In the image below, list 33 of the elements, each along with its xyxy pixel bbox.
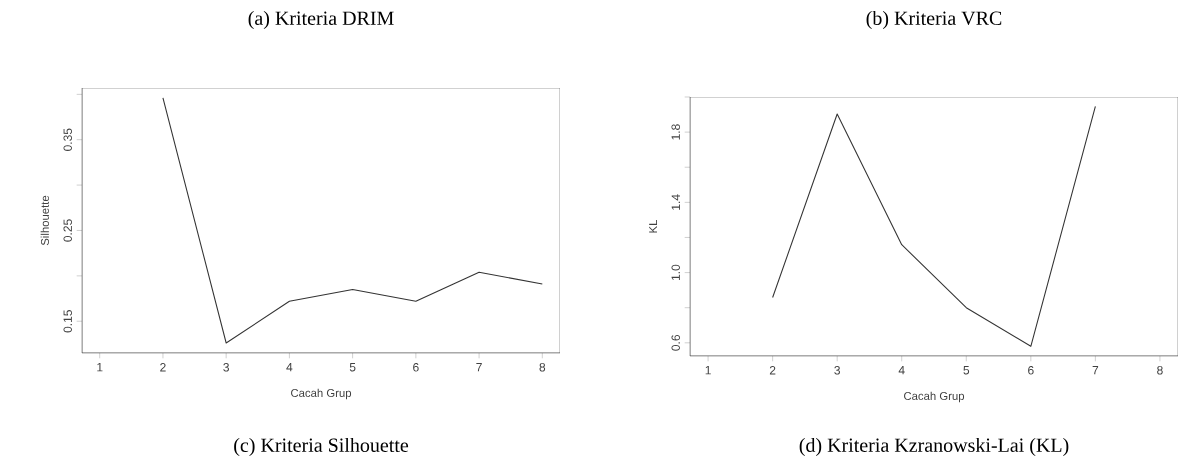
x-tick-label: 2 [160,363,166,372]
x-tick-label: 5 [349,363,356,372]
y-tick-label: 0.15 [63,310,72,333]
line-series [772,105,1096,347]
x-tick-label: 4 [286,363,293,372]
x-tick-label: 2 [769,366,776,375]
text: (d) Kriteria Kzranowski-Lai (KL) [799,437,1069,457]
y-axis-title: Silhouette [40,195,49,246]
y-tick-label: 1.8 [671,124,680,140]
x-tick-label: 5 [963,366,970,375]
y-tick-label: 0.25 [63,219,72,242]
x-tick-label: 3 [223,363,229,372]
text: (c) Kriteria Silhouette [234,437,409,457]
x-axis-title: Cacah Grup [291,388,352,400]
y-tick-label: 0.35 [63,128,72,151]
x-tick-label: 8 [539,363,546,372]
text: (b) Kriteria VRC [866,10,1002,30]
x-axis-title: Cacah Grup [904,391,965,403]
x-tick-label: 8 [1157,366,1163,375]
text: (a) Kriteria DRIM [248,10,394,30]
y-axis-title: KL [649,219,657,233]
x-tick-label: 6 [413,363,419,372]
x-tick-label: 1 [97,363,103,372]
x-tick-label: 7 [476,363,482,372]
x-tick-label: 6 [1028,366,1034,375]
line-series [162,97,543,344]
text: 1.0 [671,264,680,280]
y-tick-label: 0.6 [671,335,680,351]
x-tick-label: 4 [898,366,905,375]
y-tick-label: 1.4 [671,194,680,210]
x-tick-label: 1 [705,366,711,375]
x-tick-label: 7 [1092,366,1099,375]
x-tick-label: 3 [834,366,840,375]
